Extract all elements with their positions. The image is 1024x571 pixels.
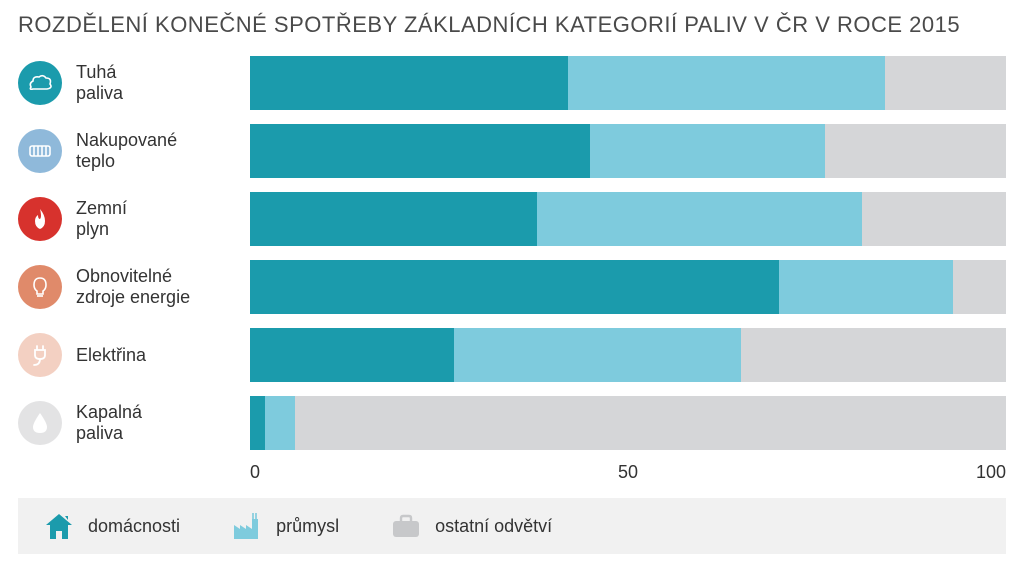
- seg-other: [741, 328, 1006, 382]
- row-label: Nakupované teplo: [18, 129, 250, 173]
- briefcase-icon: [389, 511, 423, 541]
- row-label-text: Zemní plyn: [76, 198, 127, 239]
- row-label-text: Obnovitelné zdroje energie: [76, 266, 190, 307]
- seg-households: [250, 124, 590, 178]
- house-icon: [42, 511, 76, 541]
- chart-title: ROZDĚLENÍ KONEČNÉ SPOTŘEBY ZÁKLADNÍCH KA…: [18, 12, 1006, 38]
- label-line2: zdroje energie: [76, 287, 190, 308]
- flame-icon: [18, 197, 62, 241]
- label-line2: paliva: [76, 423, 142, 444]
- legend: domácnosti průmysl ostatní odvětví: [18, 498, 1006, 554]
- row-label-text: Kapalná paliva: [76, 402, 142, 443]
- label-line1: Kapalná: [76, 402, 142, 423]
- x-axis: 0 50 100: [250, 460, 1006, 488]
- factory-icon: [230, 511, 264, 541]
- row-label: Obnovitelné zdroje energie: [18, 265, 250, 309]
- seg-other: [862, 192, 1006, 246]
- seg-other: [885, 56, 1006, 110]
- seg-industry: [537, 192, 862, 246]
- row-label: Elektřina: [18, 333, 250, 377]
- seg-industry: [590, 124, 824, 178]
- chart-row: Kapalná paliva: [18, 392, 1006, 454]
- axis-tick: 0: [250, 462, 260, 483]
- row-label-text: Tuhá paliva: [76, 62, 123, 103]
- bar: [250, 192, 1006, 246]
- label-line2: plyn: [76, 219, 127, 240]
- label-line1: Nakupované: [76, 130, 177, 151]
- seg-households: [250, 56, 568, 110]
- axis-tick: 100: [976, 462, 1006, 483]
- seg-households: [250, 192, 537, 246]
- chart-row: Tuhá paliva: [18, 52, 1006, 114]
- row-label-text: Elektřina: [76, 345, 146, 366]
- bar: [250, 328, 1006, 382]
- chart-row: Nakupované teplo: [18, 120, 1006, 182]
- chart-area: Tuhá paliva Nakupované teplo: [18, 52, 1006, 488]
- seg-households: [250, 260, 779, 314]
- seg-industry: [265, 396, 295, 450]
- seg-other: [825, 124, 1006, 178]
- legend-label: domácnosti: [88, 516, 180, 537]
- axis-tick: 50: [618, 462, 638, 483]
- coal-icon: [18, 61, 62, 105]
- radiator-icon: [18, 129, 62, 173]
- seg-industry: [779, 260, 953, 314]
- legend-label: ostatní odvětví: [435, 516, 552, 537]
- drop-icon: [18, 401, 62, 445]
- legend-item-industry: průmysl: [230, 511, 339, 541]
- plug-icon: [18, 333, 62, 377]
- seg-households: [250, 328, 454, 382]
- label-line1: Elektřina: [76, 345, 146, 366]
- legend-item-households: domácnosti: [42, 511, 180, 541]
- chart-row: Zemní plyn: [18, 188, 1006, 250]
- seg-industry: [454, 328, 741, 382]
- seg-other: [953, 260, 1006, 314]
- seg-households: [250, 396, 265, 450]
- bar: [250, 396, 1006, 450]
- chart-row: Obnovitelné zdroje energie: [18, 256, 1006, 318]
- row-label: Kapalná paliva: [18, 401, 250, 445]
- label-line1: Zemní: [76, 198, 127, 219]
- chart-row: Elektřina: [18, 324, 1006, 386]
- label-line2: teplo: [76, 151, 177, 172]
- seg-industry: [568, 56, 886, 110]
- legend-item-other: ostatní odvětví: [389, 511, 552, 541]
- bar: [250, 124, 1006, 178]
- legend-label: průmysl: [276, 516, 339, 537]
- seg-other: [295, 396, 1006, 450]
- row-label-text: Nakupované teplo: [76, 130, 177, 171]
- label-line2: paliva: [76, 83, 123, 104]
- label-line1: Tuhá: [76, 62, 123, 83]
- bulb-icon: [18, 265, 62, 309]
- row-label: Zemní plyn: [18, 197, 250, 241]
- label-line1: Obnovitelné: [76, 266, 190, 287]
- bar: [250, 260, 1006, 314]
- bar: [250, 56, 1006, 110]
- row-label: Tuhá paliva: [18, 61, 250, 105]
